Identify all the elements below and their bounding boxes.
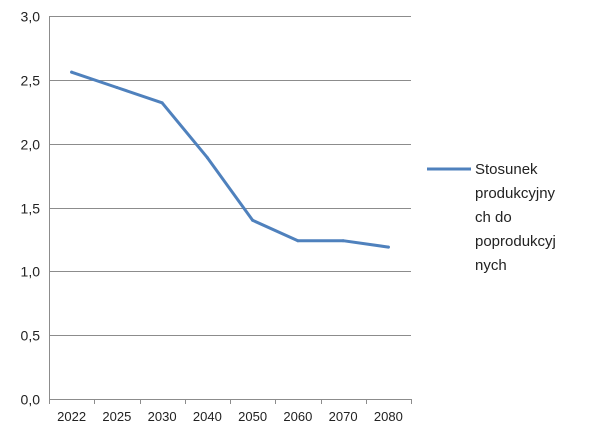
y-tick-label: 1,5 — [21, 201, 41, 217]
y-tick-label: 0,0 — [21, 392, 41, 408]
data-point — [386, 245, 390, 249]
data-point — [205, 156, 209, 160]
series-line — [70, 70, 390, 249]
x-tick-label: 2040 — [193, 409, 222, 424]
legend-label: poprodukcyj — [475, 233, 556, 250]
data-point — [341, 239, 345, 243]
legend: Stosunek produkcyjny ch do poprodukcyj nych — [427, 161, 556, 274]
legend-label: Stosunek — [475, 161, 538, 178]
x-tick-label: 2025 — [102, 409, 131, 424]
data-point — [251, 218, 255, 222]
legend-label: ch do — [475, 209, 512, 226]
y-tick-label: 0,5 — [21, 328, 41, 344]
y-tick-label: 3,0 — [21, 9, 41, 25]
y-tick-label: 1,0 — [21, 264, 41, 280]
x-tick-label: 2060 — [283, 409, 312, 424]
series-lines — [70, 70, 390, 249]
x-tick-label: 2050 — [238, 409, 267, 424]
x-axis-tick-labels: 2022 2025 2030 2040 2050 2060 2070 2080 — [57, 409, 403, 424]
data-point — [115, 85, 119, 89]
data-point — [296, 239, 300, 243]
x-tick-label: 2030 — [148, 409, 177, 424]
x-tick-label: 2080 — [374, 409, 403, 424]
legend-label: produkcyjny — [475, 185, 556, 202]
y-tick-label: 2,5 — [21, 73, 41, 89]
data-point — [70, 70, 74, 74]
y-axis-tick-labels: 0,0 0,5 1,0 1,5 2,0 2,5 3,0 — [21, 9, 41, 408]
x-tick-label: 2022 — [57, 409, 86, 424]
x-tick-label: 2070 — [329, 409, 358, 424]
y-tick-label: 2,0 — [21, 137, 41, 153]
gridlines — [49, 16, 411, 400]
data-point — [160, 101, 164, 105]
legend-label: nych — [475, 257, 507, 274]
axes — [49, 16, 412, 404]
